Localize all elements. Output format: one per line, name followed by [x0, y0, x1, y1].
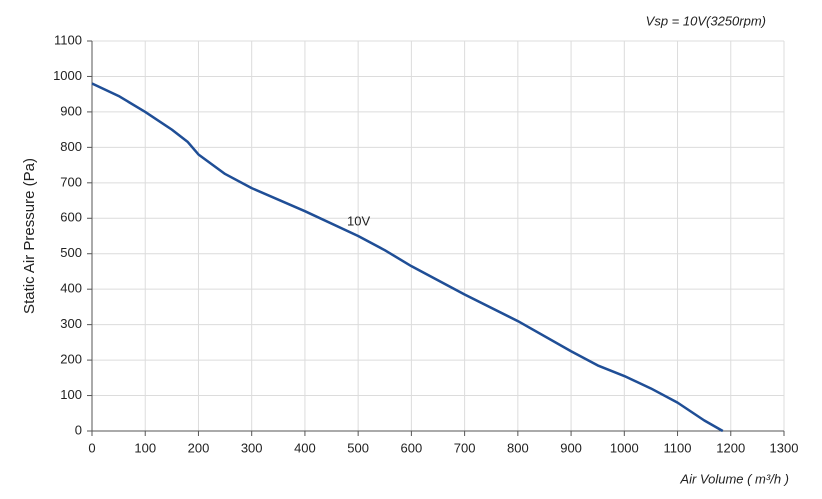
x-tick-label: 200 [188, 440, 210, 455]
x-tick-label: 0 [88, 440, 95, 455]
y-tick-label: 1000 [53, 68, 82, 83]
x-tick-label: 1100 [664, 440, 692, 455]
y-axis-label: Static Air Pressure (Pa) [21, 158, 38, 314]
y-tick-label: 900 [60, 103, 82, 118]
x-tick-label: 800 [507, 440, 529, 455]
annotation: 10V [347, 213, 370, 228]
data-line [91, 82, 724, 433]
x-tick-label: 500 [347, 440, 369, 455]
y-tick-label: 100 [60, 387, 82, 402]
x-axis-label: Air Volume ( m³/h ) [679, 471, 789, 486]
x-tick-label: 300 [241, 440, 263, 455]
x-tick-label: 400 [294, 440, 316, 455]
x-tick-label: 100 [134, 440, 156, 455]
x-tick-label: 600 [401, 440, 423, 455]
y-tick-label: 500 [60, 245, 82, 260]
y-tick-label: 800 [60, 139, 82, 154]
y-tick-label: 200 [60, 352, 82, 367]
x-tick-label: 1000 [610, 440, 639, 455]
y-tick-label: 600 [60, 210, 82, 225]
y-tick-label: 1100 [54, 32, 82, 47]
y-tick-label: 0 [75, 422, 82, 437]
x-tick-label: 900 [560, 440, 582, 455]
x-tick-label: 1200 [716, 440, 745, 455]
chart-title: Vsp = 10V(3250rpm) [646, 13, 766, 28]
y-tick-label: 400 [60, 281, 82, 296]
y-tick-label: 700 [60, 174, 82, 189]
x-tick-label: 700 [454, 440, 476, 455]
y-tick-label: 300 [60, 316, 82, 331]
x-tick-label: 1300 [770, 440, 799, 455]
